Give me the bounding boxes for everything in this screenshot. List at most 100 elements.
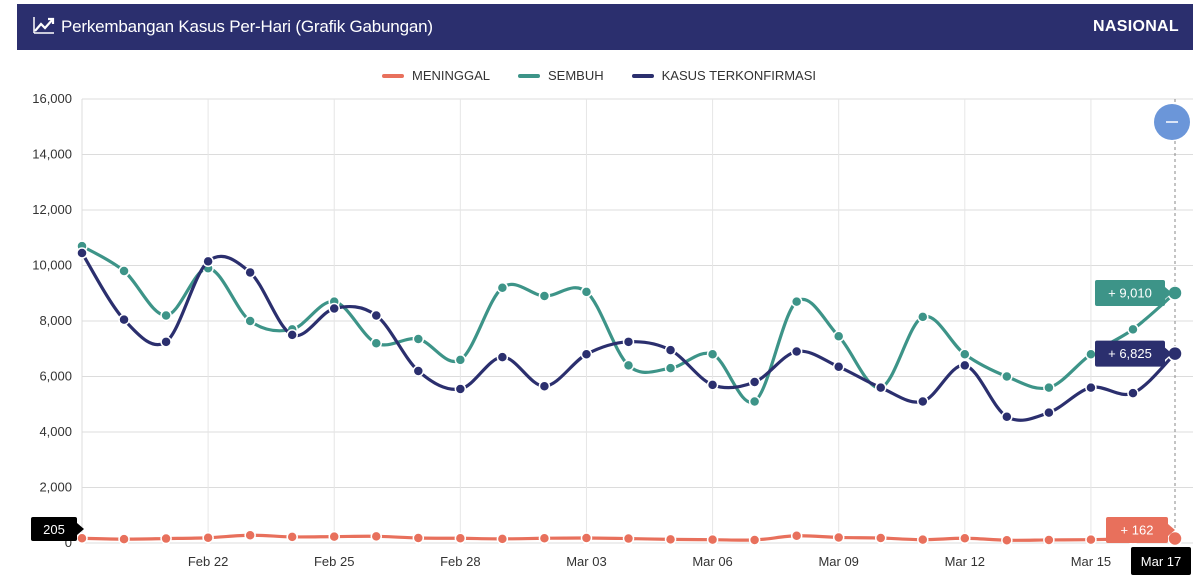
x-tick-label: Mar 09 <box>818 554 858 569</box>
data-point-kasus-terkonfirmasi[interactable] <box>832 361 845 373</box>
data-point-kasus-terkonfirmasi[interactable] <box>118 313 130 326</box>
data-point-kasus-terkonfirmasi[interactable] <box>790 345 803 358</box>
data-point-meninggal[interactable] <box>1085 533 1097 546</box>
tooltip-sembuh-pointer <box>1165 286 1172 299</box>
y-tick-label: 14,000 <box>32 147 72 162</box>
data-point-sembuh[interactable] <box>664 362 677 374</box>
data-point-kasus-terkonfirmasi[interactable] <box>748 376 761 388</box>
data-point-meninggal[interactable] <box>328 530 340 543</box>
x-tick-label: Feb 22 <box>188 554 228 569</box>
data-point-kasus-terkonfirmasi[interactable] <box>76 247 88 259</box>
data-point-kasus-terkonfirmasi[interactable] <box>1085 381 1097 394</box>
data-point-sembuh[interactable] <box>917 311 929 323</box>
data-point-meninggal[interactable] <box>370 530 383 543</box>
data-point-meninggal[interactable] <box>1043 534 1055 546</box>
data-point-sembuh[interactable] <box>1127 323 1139 336</box>
data-point-meninggal[interactable] <box>622 532 635 545</box>
data-point-meninggal[interactable] <box>412 532 425 544</box>
tooltip-meninggal-pointer <box>1168 524 1175 536</box>
data-point-meninggal[interactable] <box>76 532 88 545</box>
data-point-sembuh[interactable] <box>1043 381 1055 394</box>
data-point-meninggal[interactable] <box>1001 534 1013 546</box>
data-point-sembuh[interactable] <box>790 295 803 308</box>
data-point-sembuh[interactable] <box>412 333 425 345</box>
data-point-sembuh[interactable] <box>748 395 761 408</box>
tooltip-kasus-pointer <box>1165 347 1172 360</box>
data-point-sembuh[interactable] <box>622 359 635 372</box>
x-tick-label: Mar 06 <box>692 554 732 569</box>
data-point-sembuh[interactable] <box>538 290 551 302</box>
x-tick-label: Feb 25 <box>314 554 354 569</box>
data-point-kasus-terkonfirmasi[interactable] <box>202 255 214 268</box>
data-point-meninggal[interactable] <box>580 532 593 544</box>
data-point-meninggal[interactable] <box>832 531 845 544</box>
data-point-kasus-terkonfirmasi[interactable] <box>1127 387 1139 399</box>
data-point-meninggal[interactable] <box>118 533 130 545</box>
data-point-kasus-terkonfirmasi[interactable] <box>1001 410 1013 423</box>
data-point-kasus-terkonfirmasi[interactable] <box>160 336 172 348</box>
data-point-sembuh[interactable] <box>832 330 845 343</box>
y-tick-label: 6,000 <box>39 369 72 384</box>
data-point-sembuh[interactable] <box>706 348 719 361</box>
data-point-sembuh[interactable] <box>1001 370 1013 383</box>
data-point-kasus-terkonfirmasi[interactable] <box>328 302 340 315</box>
data-point-kasus-terkonfirmasi[interactable] <box>496 351 509 363</box>
data-point-sembuh[interactable] <box>244 315 256 327</box>
data-point-kasus-terkonfirmasi[interactable] <box>286 329 298 341</box>
data-point-meninggal[interactable] <box>959 532 971 545</box>
legend-item-sembuh[interactable]: SEMBUH <box>518 68 604 83</box>
y-tick-label: 16,000 <box>32 91 72 106</box>
data-point-sembuh[interactable] <box>454 354 467 366</box>
data-point-meninggal[interactable] <box>874 532 887 544</box>
data-point-meninggal[interactable] <box>244 529 256 541</box>
data-point-kasus-terkonfirmasi[interactable] <box>917 395 929 408</box>
y-tick-label: 8,000 <box>39 313 72 328</box>
data-point-meninggal[interactable] <box>664 533 677 546</box>
data-point-sembuh[interactable] <box>118 265 130 277</box>
x-tick-label: Mar 15 <box>1071 554 1111 569</box>
data-point-meninggal[interactable] <box>496 533 509 545</box>
data-point-kasus-terkonfirmasi[interactable] <box>664 344 677 356</box>
data-point-kasus-terkonfirmasi[interactable] <box>454 383 467 395</box>
title-wrap: Perkembangan Kasus Per-Hari (Grafik Gabu… <box>33 16 433 39</box>
data-point-sembuh[interactable] <box>1085 348 1097 361</box>
legend-label-kasus: KASUS TERKONFIRMASI <box>661 68 816 83</box>
data-point-kasus-terkonfirmasi[interactable] <box>412 365 425 377</box>
data-point-sembuh[interactable] <box>580 286 593 298</box>
data-point-meninggal[interactable] <box>748 534 761 546</box>
legend-swatch-kasus <box>631 73 654 78</box>
data-point-kasus-terkonfirmasi[interactable] <box>1043 406 1055 419</box>
data-point-kasus-terkonfirmasi[interactable] <box>622 336 635 348</box>
data-point-meninggal[interactable] <box>202 531 214 544</box>
data-point-meninggal[interactable] <box>917 533 929 546</box>
chart-header: Perkembangan Kasus Per-Hari (Grafik Gabu… <box>17 4 1193 50</box>
data-point-kasus-terkonfirmasi[interactable] <box>959 359 971 372</box>
line-chart-icon <box>33 16 55 39</box>
legend-item-kasus[interactable]: KASUS TERKONFIRMASI <box>631 68 816 83</box>
data-point-kasus-terkonfirmasi[interactable] <box>370 309 383 322</box>
data-point-sembuh[interactable] <box>370 337 383 349</box>
data-point-kasus-terkonfirmasi[interactable] <box>706 379 719 391</box>
data-point-meninggal[interactable] <box>538 532 551 545</box>
tooltip-kasus-box <box>1095 340 1165 367</box>
data-point-meninggal[interactable] <box>706 533 719 546</box>
data-point-meninggal[interactable] <box>160 532 172 545</box>
data-point-meninggal[interactable] <box>286 531 298 543</box>
data-point-sembuh[interactable] <box>959 348 971 361</box>
legend-swatch-meninggal <box>382 73 404 78</box>
data-point-meninggal[interactable] <box>454 532 467 545</box>
data-point-sembuh[interactable] <box>160 309 172 322</box>
x-tick-label: Mar 12 <box>945 554 985 569</box>
tooltip-meninggal-box <box>1106 517 1168 543</box>
legend-item-meninggal[interactable]: MENINGGAL <box>382 68 490 83</box>
tooltip-sembuh-box <box>1095 279 1165 306</box>
legend-swatch-sembuh <box>518 73 541 78</box>
data-point-meninggal[interactable] <box>790 530 803 542</box>
data-point-sembuh[interactable] <box>496 281 509 294</box>
data-point-kasus-terkonfirmasi[interactable] <box>874 381 887 394</box>
y-tick-label: 12,000 <box>32 202 72 217</box>
data-point-kasus-terkonfirmasi[interactable] <box>244 266 256 279</box>
data-point-kasus-terkonfirmasi[interactable] <box>538 380 551 392</box>
data-point-kasus-terkonfirmasi[interactable] <box>580 348 593 361</box>
